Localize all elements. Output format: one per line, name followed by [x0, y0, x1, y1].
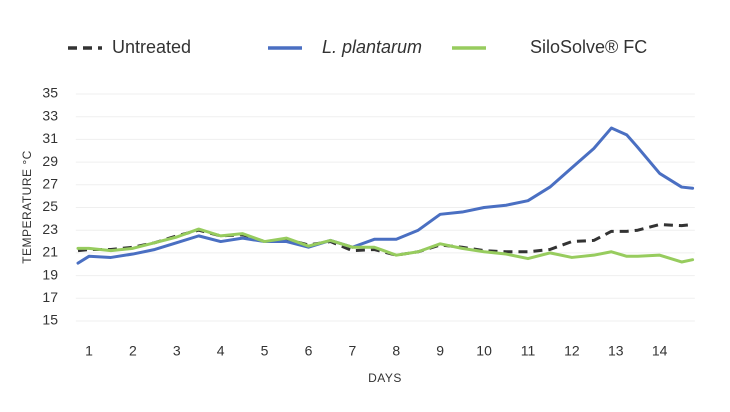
y-tick-label: 25	[42, 198, 58, 214]
x-tick-label: 2	[129, 343, 137, 359]
legend-label: Untreated	[112, 37, 191, 57]
y-tick-label: 21	[42, 244, 58, 260]
x-axis-title: DAYS	[368, 371, 402, 385]
legend-label: L. plantarum	[322, 37, 422, 57]
y-tick-label: 33	[42, 107, 58, 123]
y-tick-label: 29	[42, 153, 58, 169]
y-tick-label: 31	[42, 130, 58, 146]
y-tick-label: 19	[42, 266, 58, 282]
y-tick-label: 23	[42, 221, 58, 237]
x-tick-label: 14	[652, 343, 668, 359]
x-tick-label: 8	[392, 343, 400, 359]
series-line	[77, 223, 693, 257]
series-line	[76, 126, 695, 265]
x-tick-label: 9	[436, 343, 444, 359]
x-tick-label: 6	[305, 343, 313, 359]
legend-label: SiloSolve® FC	[530, 37, 647, 57]
x-tick-label: 7	[348, 343, 356, 359]
y-tick-label: 17	[42, 289, 58, 305]
x-tick-label: 13	[608, 343, 624, 359]
y-axis-title: TEMPERATURE °C	[20, 150, 34, 264]
y-tick-label: 35	[42, 85, 58, 101]
x-tick-label: 4	[217, 343, 225, 359]
x-tick-label: 12	[564, 343, 580, 359]
x-tick-label: 3	[173, 343, 181, 359]
x-tick-label: 10	[476, 343, 492, 359]
x-tick-label: 5	[261, 343, 269, 359]
series-line	[76, 227, 695, 264]
y-tick-label: 15	[42, 312, 58, 328]
x-tick-label: 1	[85, 343, 93, 359]
x-tick-label: 11	[521, 343, 536, 359]
y-tick-label: 27	[42, 176, 58, 192]
